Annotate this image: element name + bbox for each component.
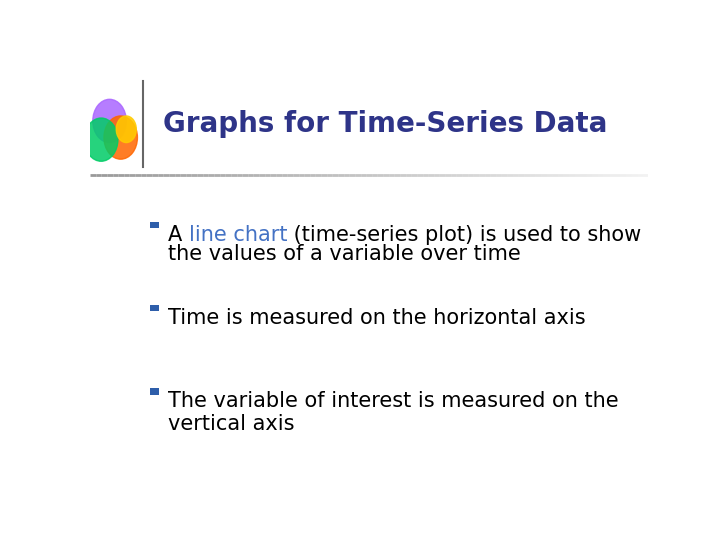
Text: The variable of interest is measured on the
vertical axis: The variable of interest is measured on … [168,391,618,434]
Ellipse shape [104,116,138,159]
Ellipse shape [116,116,136,143]
FancyBboxPatch shape [150,305,158,312]
FancyBboxPatch shape [150,388,158,395]
Ellipse shape [84,118,118,161]
Text: A: A [168,225,189,245]
Text: (time-series plot) is used to show: (time-series plot) is used to show [287,225,642,245]
FancyBboxPatch shape [150,221,158,228]
Text: line chart: line chart [189,225,287,245]
Text: Time is measured on the horizontal axis: Time is measured on the horizontal axis [168,308,586,328]
Ellipse shape [93,99,126,143]
Text: the values of a variable over time: the values of a variable over time [168,244,521,264]
Text: Graphs for Time-Series Data: Graphs for Time-Series Data [163,110,607,138]
